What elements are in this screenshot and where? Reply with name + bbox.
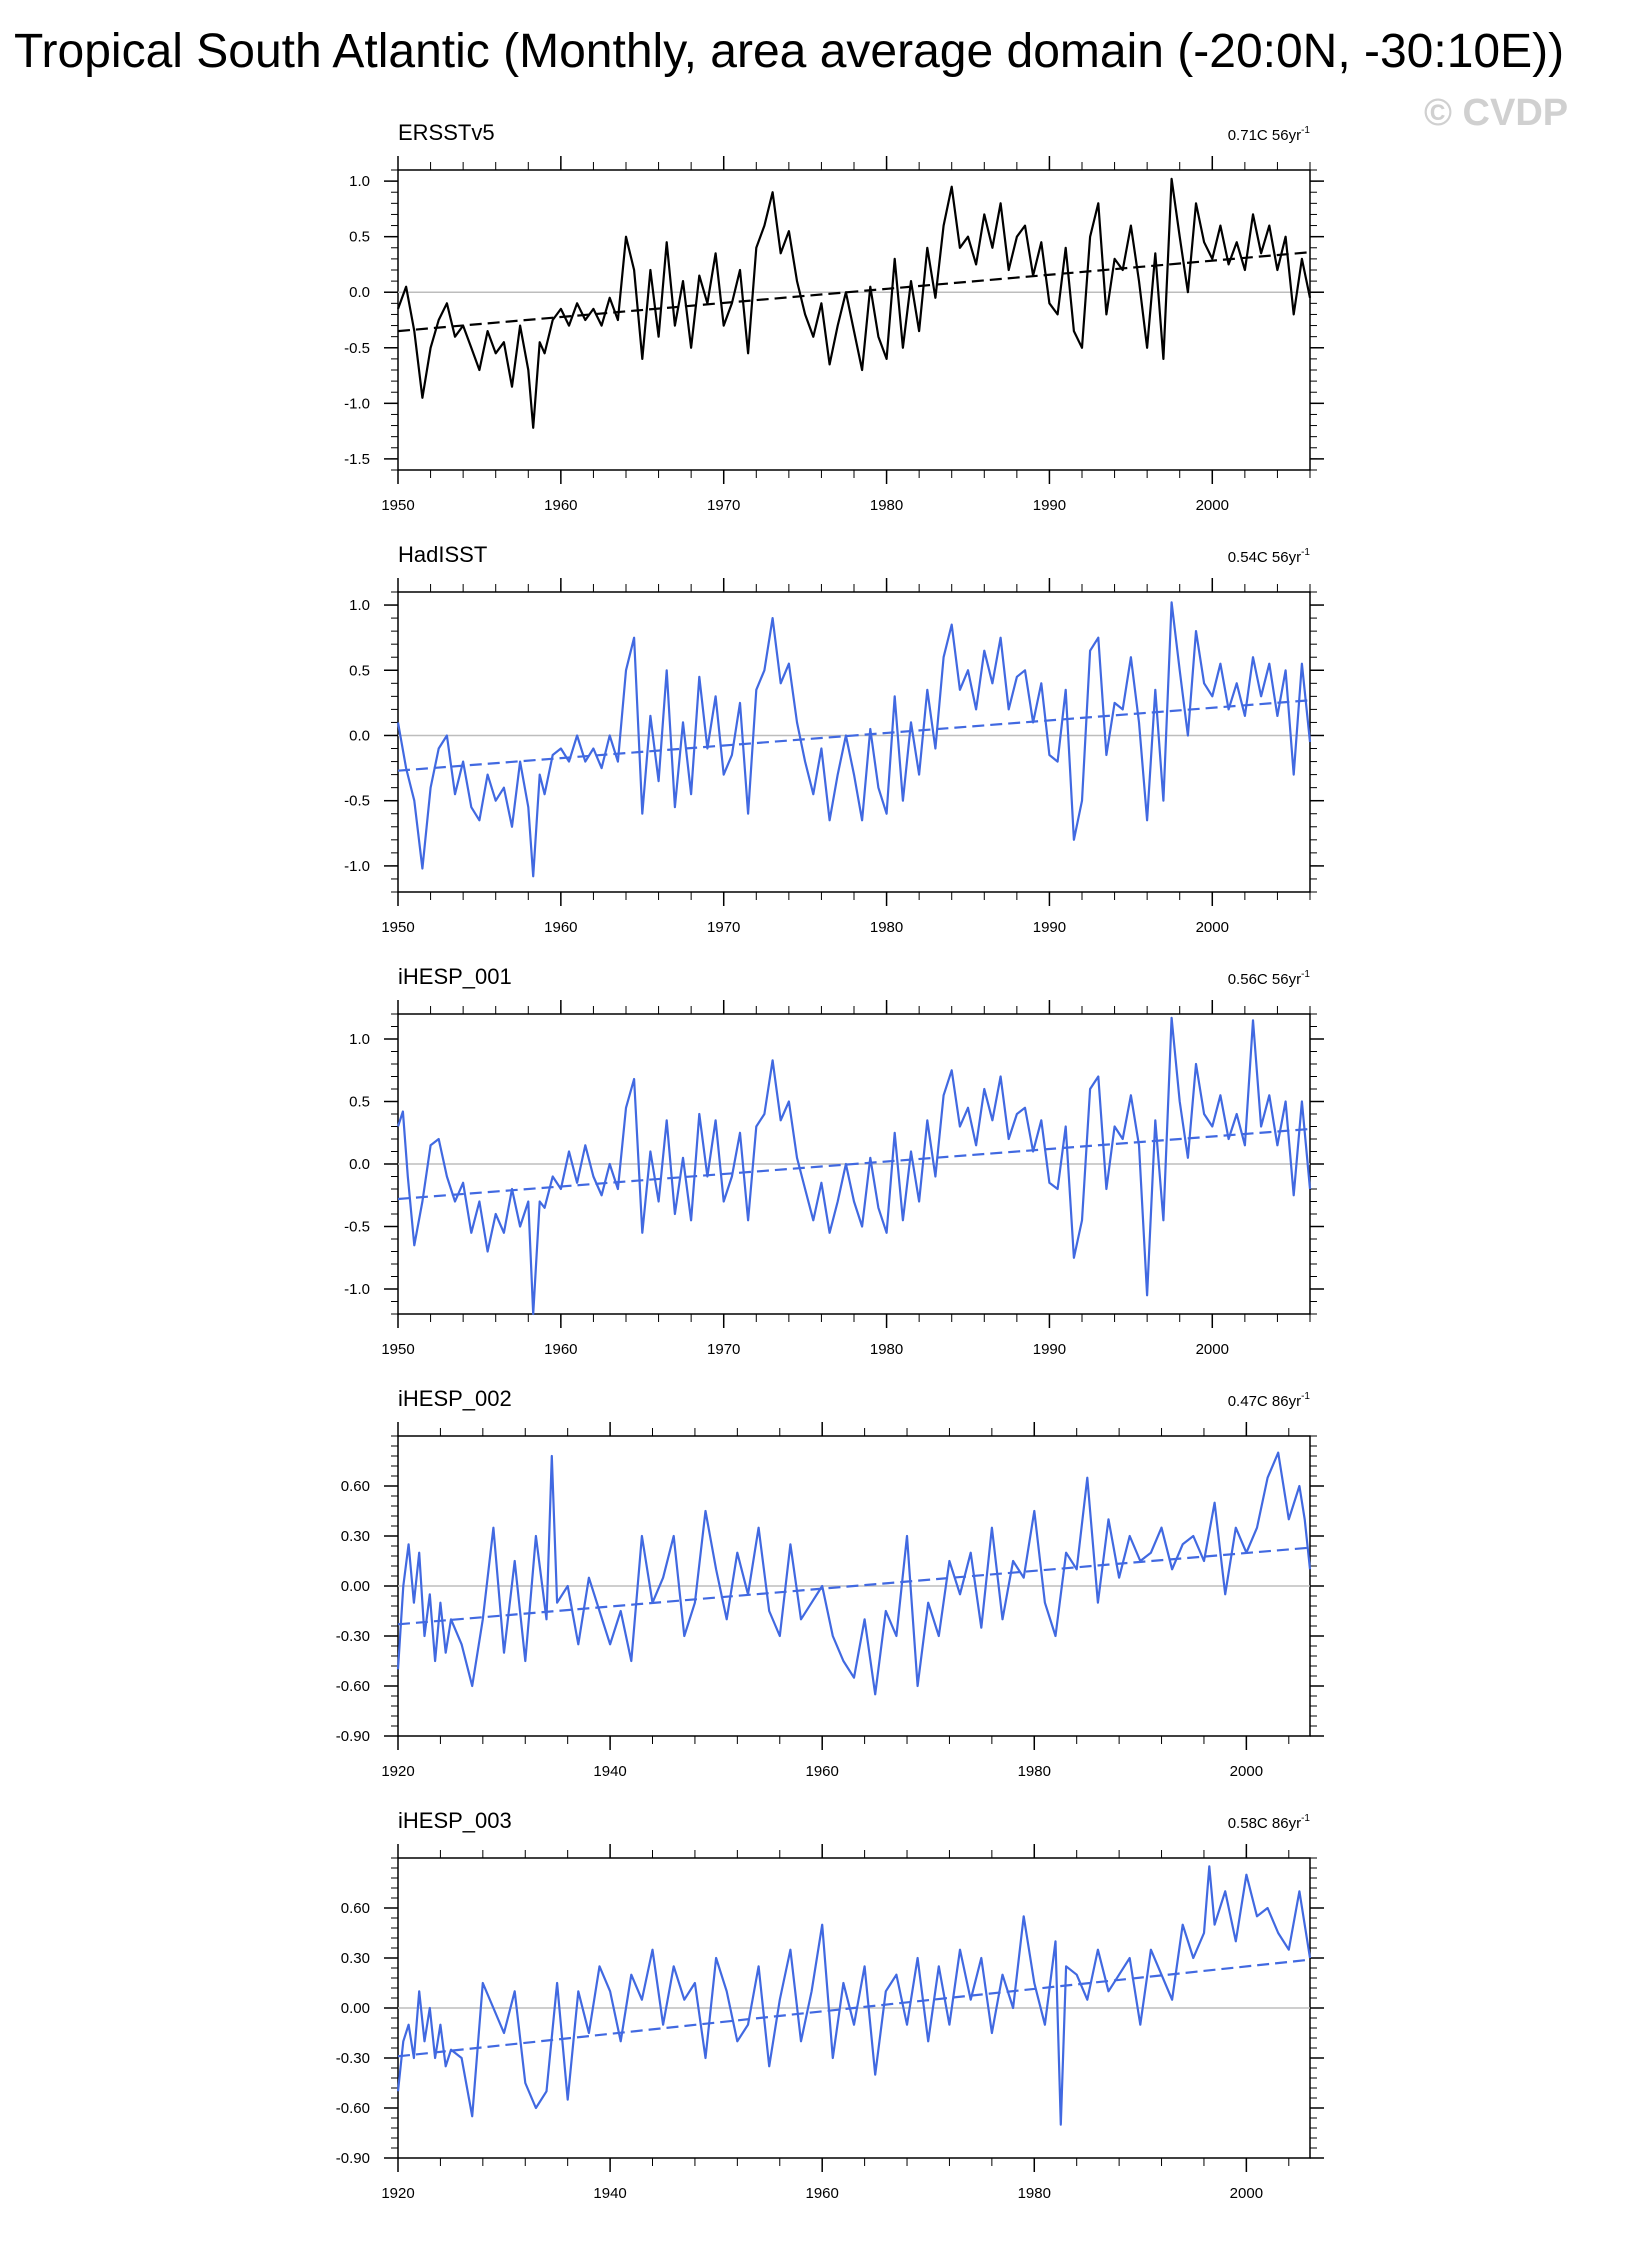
- y-tick-label: -0.90: [336, 2150, 370, 2167]
- x-tick-label: 1920: [381, 1763, 414, 1780]
- x-tick-label: 1940: [593, 2185, 626, 2202]
- trend-label: 0.54C 56yr-1: [1228, 547, 1311, 566]
- series-line: [396, 601, 1312, 878]
- y-tick-label: 0.5: [349, 662, 370, 679]
- y-tick-label: -0.5: [344, 793, 370, 810]
- y-tick-label: -0.5: [344, 340, 370, 357]
- series-line: [396, 1016, 1312, 1316]
- trend-label: 0.56C 56yr-1: [1228, 969, 1311, 988]
- trend-label: 0.58C 86yr-1: [1228, 1813, 1311, 1832]
- x-tick-label: 1960: [544, 1341, 577, 1358]
- x-tick-label: 1950: [381, 497, 414, 514]
- panel-title: HadISST: [398, 542, 487, 567]
- y-tick-label: 0.0: [349, 1156, 370, 1173]
- y-tick-label: -1.0: [344, 1281, 370, 1298]
- y-tick-label: 0.5: [349, 1094, 370, 1111]
- y-tick-label: 0.30: [341, 1950, 370, 1967]
- x-tick-label: 1980: [870, 1341, 903, 1358]
- x-tick-label: 1990: [1033, 497, 1066, 514]
- trend-line: [397, 1958, 1311, 2058]
- x-tick-label: 2000: [1230, 2185, 1263, 2202]
- chart-panel-3: iHESP_001 0.56C 56yr-1 1950 1960 1970 1980 199…: [344, 964, 1324, 1358]
- x-tick-label: 1970: [707, 1341, 740, 1358]
- x-tick-label: 1970: [707, 497, 740, 514]
- y-tick-label: 0.60: [341, 1900, 370, 1917]
- y-tick-label: 0.30: [341, 1528, 370, 1545]
- x-tick-label: 1980: [1018, 1763, 1051, 1780]
- y-tick-label: 0.60: [341, 1478, 370, 1495]
- panel-title: iHESP_003: [398, 1808, 512, 1833]
- panel-title: ERSSTv5: [398, 120, 495, 145]
- x-tick-label: 1920: [381, 2185, 414, 2202]
- x-tick-label: 1980: [1018, 2185, 1051, 2202]
- y-tick-label: -0.60: [336, 2100, 370, 2117]
- y-tick-label: -1.0: [344, 858, 370, 875]
- y-tick-label: -0.30: [336, 2050, 370, 2067]
- x-tick-label: 1980: [870, 919, 903, 936]
- x-tick-label: 2000: [1196, 497, 1229, 514]
- chart-panel-5: iHESP_003 0.58C 86yr-1 1920 1940 1960 1980 200…: [336, 1808, 1324, 2202]
- x-tick-label: 1950: [381, 919, 414, 936]
- y-tick-label: -0.5: [344, 1219, 370, 1236]
- y-tick-label: 0.5: [349, 229, 370, 246]
- x-tick-label: 1970: [707, 919, 740, 936]
- x-tick-label: 2000: [1196, 1341, 1229, 1358]
- trend-line: [397, 1127, 1311, 1201]
- y-tick-label: -0.30: [336, 1628, 370, 1645]
- x-tick-label: 1960: [805, 2185, 838, 2202]
- y-tick-label: 0.00: [341, 1578, 370, 1595]
- x-tick-label: 2000: [1230, 1763, 1263, 1780]
- cvdp-watermark: © CVDP: [1424, 92, 1569, 134]
- chart-panel-2: HadISST 0.54C 56yr-1 1950 1960 1970 1980 1990 2…: [344, 542, 1324, 936]
- y-tick-label: 0.0: [349, 727, 370, 744]
- y-tick-label: 0.0: [349, 284, 370, 301]
- y-tick-label: -1.5: [344, 451, 370, 468]
- x-tick-label: 1950: [381, 1341, 414, 1358]
- y-tick-label: 0.00: [341, 2000, 370, 2017]
- y-tick-label: -0.60: [336, 1678, 370, 1695]
- trend-line: [397, 251, 1311, 333]
- trend-line: [397, 1546, 1311, 1626]
- y-tick-label: -1.0: [344, 395, 370, 412]
- series-line: [396, 1865, 1312, 2126]
- y-tick-label: -0.90: [336, 1728, 370, 1745]
- y-tick-label: 1.0: [349, 173, 370, 190]
- trend-line: [397, 699, 1311, 772]
- x-tick-label: 1940: [593, 1763, 626, 1780]
- y-tick-label: 1.0: [349, 1031, 370, 1048]
- series-line: [396, 1451, 1312, 1696]
- x-tick-label: 1990: [1033, 919, 1066, 936]
- x-tick-label: 1980: [870, 497, 903, 514]
- y-tick-label: 1.0: [349, 597, 370, 614]
- x-tick-label: 2000: [1196, 919, 1229, 936]
- page-title: Tropical South Atlantic (Monthly, area a…: [14, 25, 1565, 78]
- chart-panel-4: iHESP_002 0.47C 86yr-1 1920 1940 1960 1980 200…: [336, 1386, 1324, 1780]
- panel-title: iHESP_002: [398, 1386, 512, 1411]
- x-tick-label: 1960: [544, 919, 577, 936]
- x-tick-label: 1960: [805, 1763, 838, 1780]
- chart-panel-1: ERSSTv5 0.71C 56yr-1 1950 1960 1970 1980 1990 2…: [344, 120, 1324, 514]
- trend-label: 0.71C 56yr-1: [1228, 125, 1311, 144]
- trend-label: 0.47C 86yr-1: [1228, 1391, 1311, 1410]
- series-line: [396, 177, 1312, 429]
- x-tick-label: 1960: [544, 497, 577, 514]
- x-tick-label: 1990: [1033, 1341, 1066, 1358]
- panel-title: iHESP_001: [398, 964, 512, 989]
